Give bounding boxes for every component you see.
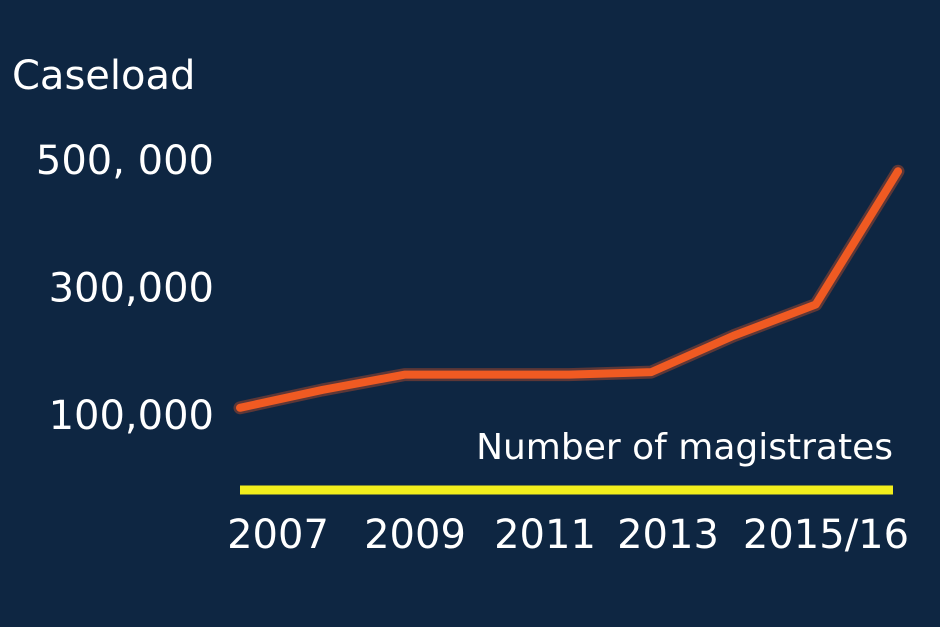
- y-tick-label: 300,000: [49, 266, 214, 312]
- annotation: Number of magistrates: [476, 427, 893, 468]
- x-tick-label: 2015/16: [743, 512, 909, 558]
- x-tick-label: 2009: [364, 512, 466, 558]
- x-tick-label: 2011: [494, 512, 596, 558]
- y-tick-label: 100,000: [49, 393, 214, 439]
- x-tick-label: 2007: [227, 512, 329, 558]
- y-axis-label: Caseload: [12, 53, 195, 99]
- x-tick-label: 2013: [617, 512, 719, 558]
- data-line: [236, 167, 902, 412]
- y-tick-label: 500, 000: [36, 138, 214, 184]
